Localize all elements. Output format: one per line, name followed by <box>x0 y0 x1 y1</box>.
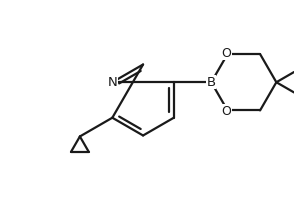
Text: O: O <box>222 105 231 118</box>
Text: O: O <box>222 47 231 60</box>
Text: B: B <box>207 76 216 89</box>
Text: N: N <box>107 76 117 89</box>
